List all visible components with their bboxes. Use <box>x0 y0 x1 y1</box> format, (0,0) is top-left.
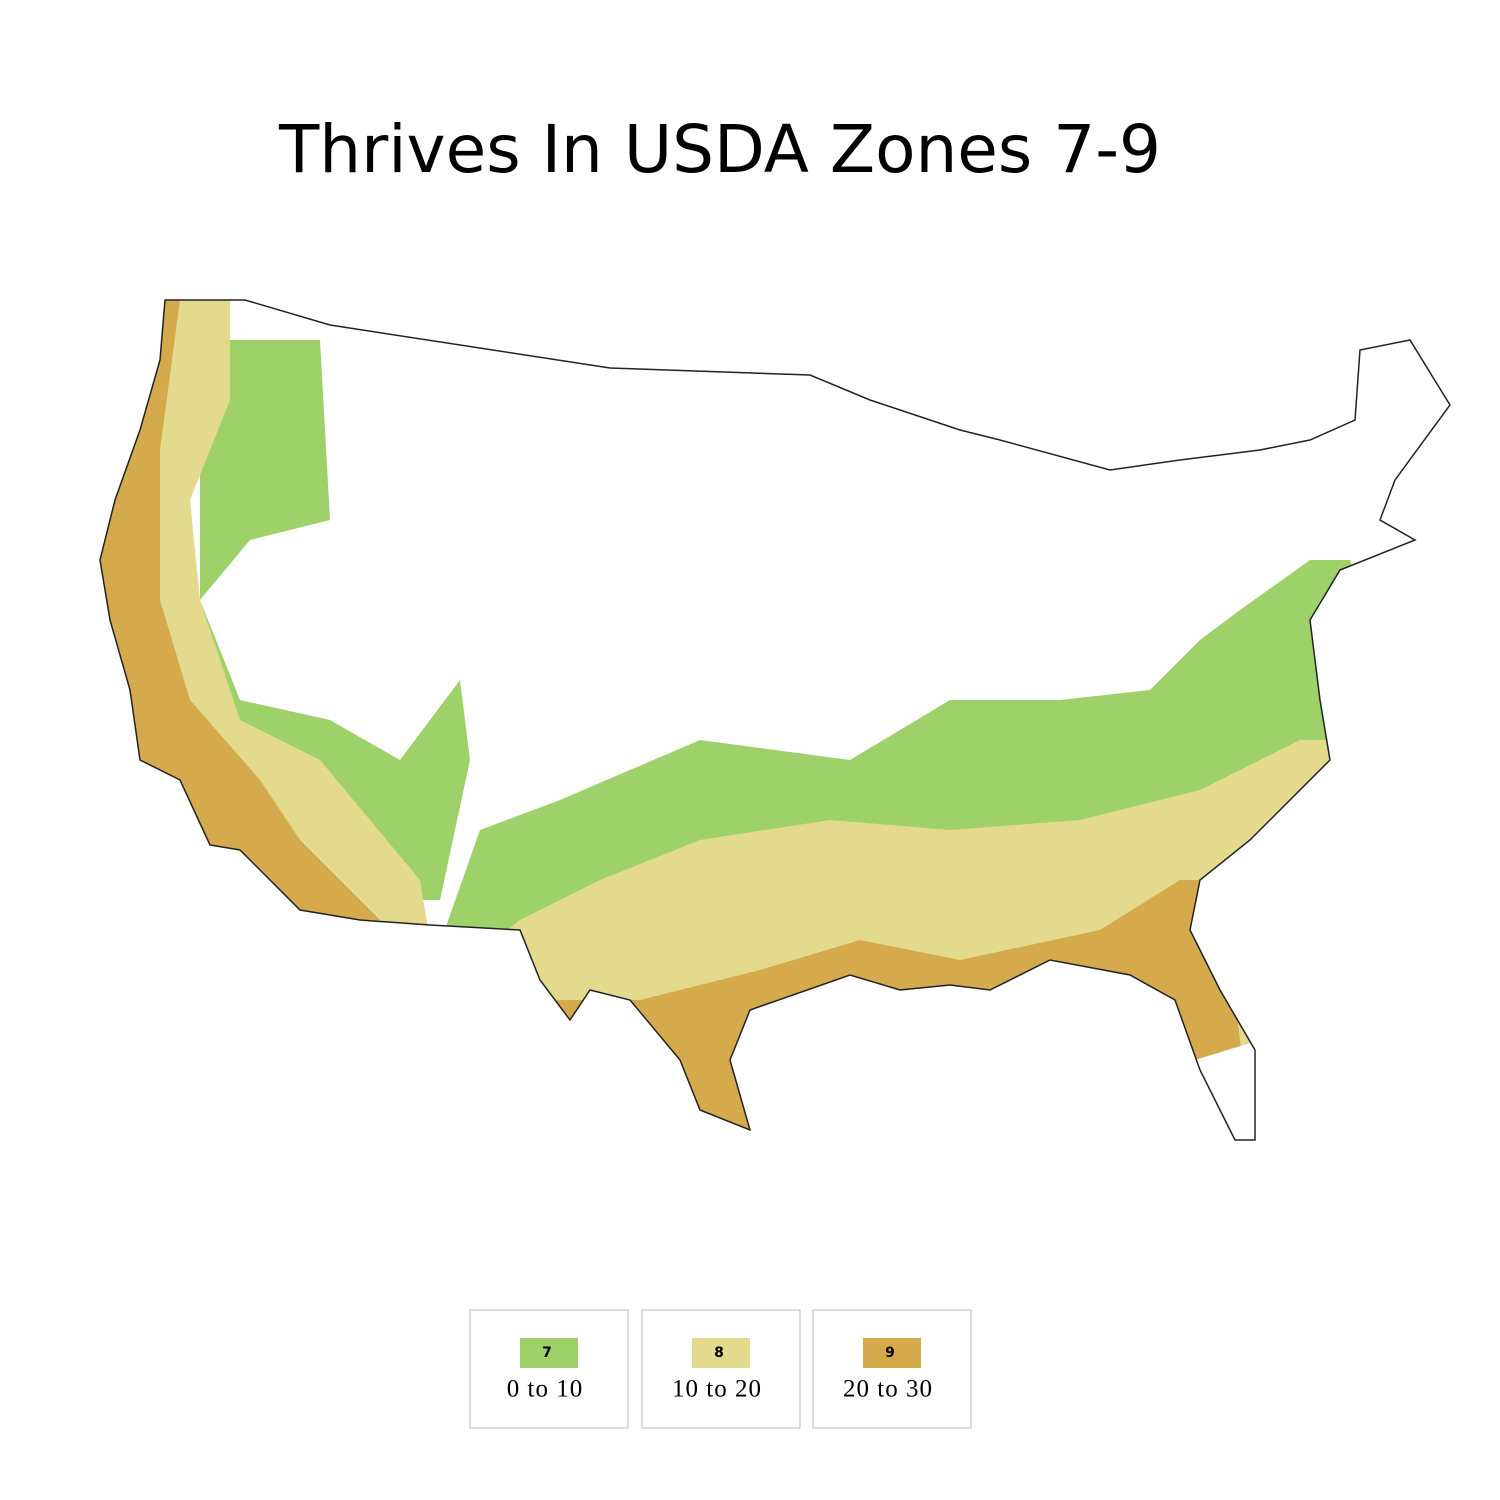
legend-box <box>641 1309 801 1429</box>
legend-swatch <box>520 1338 578 1368</box>
title: Thrives In USDA Zones 7-9 <box>278 111 1161 188</box>
legend-swatch <box>863 1338 921 1368</box>
legend-box <box>812 1309 972 1429</box>
legend-zone: 8 <box>714 1345 724 1361</box>
legend-box <box>469 1309 629 1429</box>
legend: 7 0 to 10 8 10 to 20 9 20 to 30 <box>469 1309 972 1429</box>
legend-zone: 7 <box>542 1345 552 1361</box>
legend-zone: 9 <box>885 1345 895 1361</box>
legend-range: 0 to 10 <box>507 1376 583 1403</box>
legend-range: 20 to 30 <box>843 1376 933 1403</box>
legend-swatch <box>692 1338 750 1368</box>
legend-range: 10 to 20 <box>672 1376 762 1403</box>
